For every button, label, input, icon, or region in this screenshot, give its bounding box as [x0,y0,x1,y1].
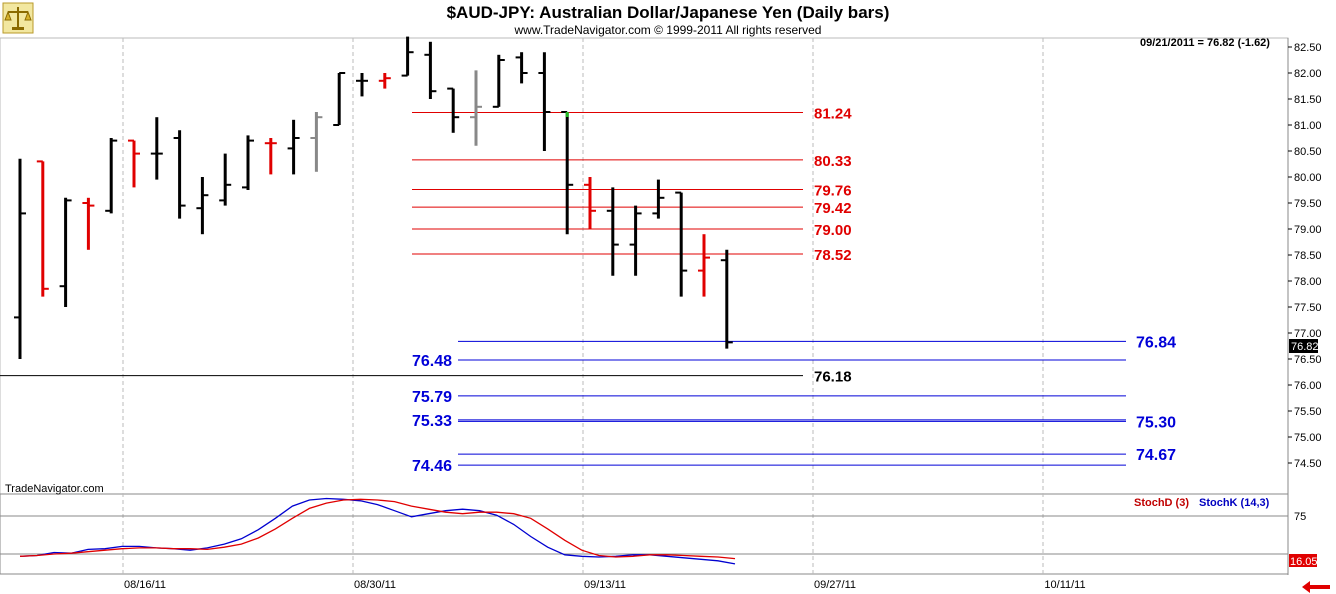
y-tick-label: 74.50 [1294,458,1322,470]
osc-value-badge-text: 16.05 [1290,556,1318,568]
level-label: 79.76 [814,182,852,199]
y-tick-label: 76.00 [1294,380,1322,392]
last-price-badge [1289,339,1318,353]
y-tick-label: 76.50 [1294,354,1322,366]
x-tick-label: 08/16/11 [124,579,166,591]
price-panel-frame [0,37,1289,495]
stochastic-panel: 75 [0,497,1306,565]
stochd-line [19,498,736,560]
level-label: 81.24 [814,106,852,123]
y-tick-label: 82.50 [1294,42,1322,54]
level-label: 75.33 [412,413,452,430]
x-tick-label: 09/13/11 [584,579,626,591]
level-label: 76.84 [1136,334,1176,351]
scales-logo-icon [2,2,34,34]
y-tick-label: 81.00 [1294,120,1322,132]
level-label: 79.42 [814,200,852,217]
copyright-notice: www.TradeNavigator.com © 1999-2011 All r… [514,23,822,37]
stochk-line [19,497,736,565]
level-label: 75.30 [1136,414,1176,431]
x-tick-label: 09/27/11 [814,579,856,591]
last-price-badge-text: 76.82 [1291,341,1319,353]
osc-value-badge [1289,554,1317,567]
y-tick-label: 78.50 [1294,250,1322,262]
x-tick-label: 10/11/11 [1044,579,1085,591]
watermark: TradeNavigator.com [5,483,104,495]
level-label: 74.46 [412,458,452,475]
osc-panel-frame [0,493,1289,575]
y-tick-label: 79.00 [1294,224,1322,236]
osc-y-tick-label: 75 [1294,511,1306,523]
level-label: 76.18 [814,369,852,386]
y-tick-label: 75.50 [1294,406,1322,418]
vertical-grid [122,38,1044,575]
price-axis: 82.50 82.00 81.50 81.00 80.50 80.00 79.50 79.00… [1288,42,1322,470]
ohlc-bars [14,36,733,359]
legend-stochk: StochK (14,3) [1199,497,1270,509]
x-tick-label: 08/30/11 [354,579,396,591]
legend-stochd: StochD (3) [1134,497,1189,509]
chart-title: $AUD-JPY: Australian Dollar/Japanese Yen… [447,3,890,22]
level-label: 75.79 [412,389,452,406]
level-label: 78.52 [814,247,852,264]
y-tick-label: 79.50 [1294,198,1322,210]
price-readout: 09/21/2011 = 76.82 (-1.62) [1140,37,1270,49]
y-tick-label: 77.50 [1294,302,1322,314]
y-tick-label: 82.00 [1294,68,1322,80]
date-axis: 08/16/11 08/30/11 09/13/11 09/27/11 10/11/11 [124,579,1086,591]
y-tick-label: 80.00 [1294,172,1322,184]
y-tick-label: 77.00 [1294,328,1322,340]
y-tick-label: 81.50 [1294,94,1322,106]
y-tick-label: 75.00 [1294,432,1322,444]
level-label: 76.48 [412,353,452,370]
level-label: 79.00 [814,222,852,239]
y-tick-label: 80.50 [1294,146,1322,158]
level-label: 74.67 [1136,447,1176,464]
scroll-back-arrow-icon[interactable] [1298,580,1334,593]
level-label: 80.33 [814,153,852,170]
y-tick-label: 78.00 [1294,276,1322,288]
